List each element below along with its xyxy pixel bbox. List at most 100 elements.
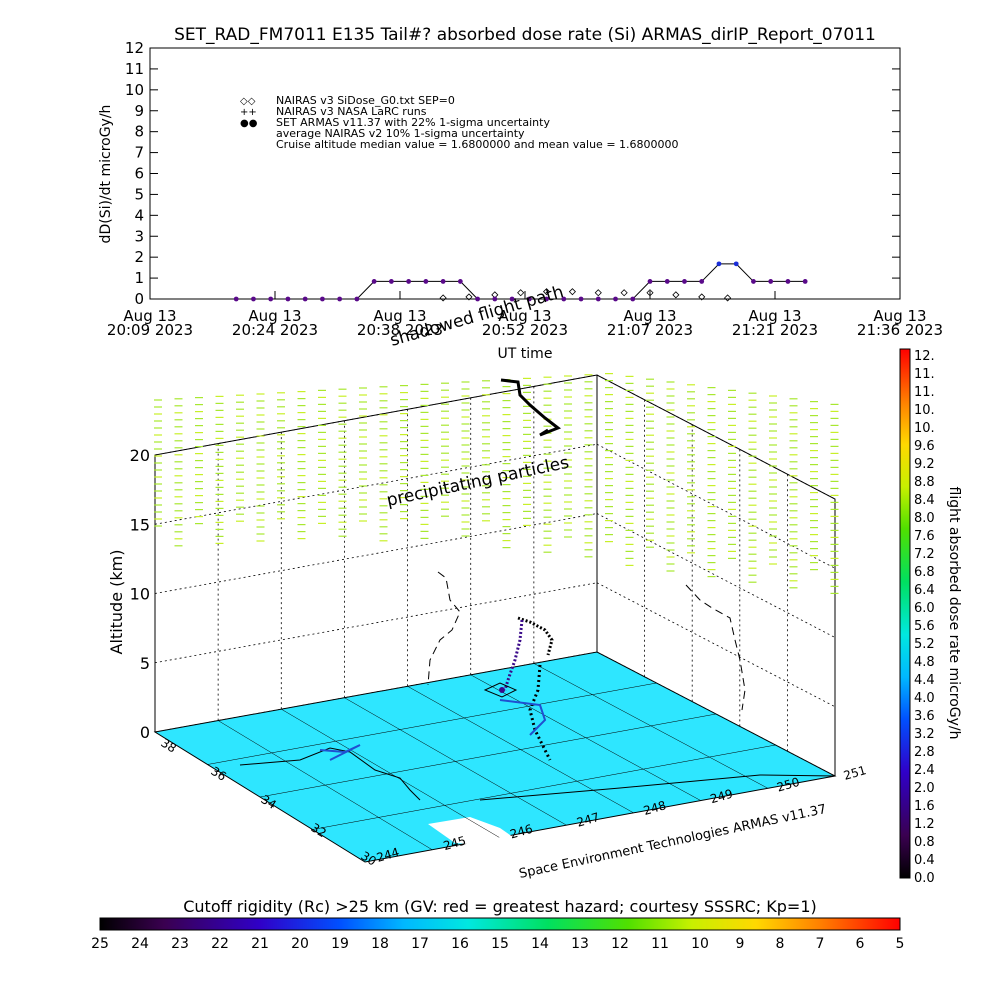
- bottom-colorbar-tick-label: 17: [411, 936, 429, 952]
- bottom-colorbar-tick-label: 23: [171, 936, 189, 952]
- top-x-tick-time: 21:21 2023: [732, 321, 818, 339]
- top-x-tick-time: 20:24 2023: [232, 321, 318, 339]
- altitude-tick-label: 20: [130, 446, 150, 465]
- flight-path-shadow: [528, 664, 552, 761]
- armas-point: [595, 296, 601, 302]
- right-colorbar-tick-label: 10.: [914, 403, 935, 418]
- armas-series-line: [236, 263, 806, 300]
- ground-grid: [207, 663, 776, 850]
- armas-point: [475, 296, 480, 302]
- armas-point: [802, 279, 808, 284]
- armas-point: [578, 296, 584, 302]
- latitude-tick-label: 36: [208, 764, 228, 784]
- right-colorbar-tick-label: 5.2: [914, 637, 935, 652]
- altitude-tick-label: 15: [130, 515, 150, 534]
- armas-point: [526, 296, 532, 302]
- top-x-tick-month: Aug 13: [748, 307, 801, 325]
- ground-grid-line: [312, 744, 776, 830]
- nairas-diamond: [517, 289, 525, 297]
- legend-entry: SET ARMAS v11.37 with 22% 1-sigma uncert…: [276, 116, 550, 129]
- bottom-colorbar-tick-label: 25: [91, 936, 109, 952]
- wall-grid-line: [596, 513, 836, 638]
- right-colorbar-tick-label: 9.2: [914, 457, 935, 472]
- right-colorbar-tick-label: 8.4: [914, 493, 935, 508]
- nairas-diamond: [620, 289, 628, 297]
- right-colorbar-tick-label: 3.2: [914, 727, 935, 742]
- legend-marker: ++: [240, 107, 257, 118]
- nairas-diamond: [568, 288, 576, 296]
- right-colorbar-tick-label: 1.6: [914, 799, 935, 814]
- right-colorbar-tick-label: 8.8: [914, 475, 935, 490]
- armas-point: [768, 279, 774, 284]
- top-x-tick-month: Aug 13: [123, 307, 176, 325]
- longitude-tick-label: 245: [442, 833, 468, 853]
- bottom-colorbar-tick-label: 11: [651, 936, 669, 952]
- top-x-tick-month: Aug 13: [373, 307, 426, 325]
- right-colorbar-tick-label: 5.6: [914, 619, 935, 634]
- ground-grid-line: [207, 682, 657, 765]
- longitude-tick-label: 251: [842, 763, 868, 783]
- airport-point: [499, 687, 505, 693]
- armas-point: [647, 279, 653, 284]
- legend-marker: ◇◇: [240, 96, 256, 107]
- nairas-diamond: [724, 294, 732, 302]
- longitude-tick-label: 244: [375, 845, 401, 865]
- top-x-tick-month: Aug 13: [498, 307, 551, 325]
- armas-point: [302, 296, 308, 302]
- legend-entry: NAIRAS v3 SiDose_G0.txt SEP=0: [276, 94, 455, 107]
- precipitating-particles-label: precipitating particles: [385, 453, 571, 511]
- top-y-tick-label: 10: [125, 81, 144, 99]
- right-colorbar-tick-label: 4.4: [914, 673, 935, 688]
- bottom-colorbar-tick-label: 21: [251, 936, 269, 952]
- precipitating-particle-marks: [154, 373, 839, 595]
- top-x-tick-month: Aug 13: [248, 307, 301, 325]
- top-x-tick-month: Aug 13: [873, 307, 926, 325]
- top-x-tick-time: 20:09 2023: [107, 321, 193, 339]
- longitude-tick-label: 246: [508, 822, 534, 842]
- top-x-tick-month: Aug 13: [623, 307, 676, 325]
- right-colorbar-tick-label: 10.: [914, 421, 935, 436]
- top-y-tick-label: 9: [134, 102, 144, 120]
- top-plot-frame: [149, 47, 901, 300]
- top-x-tick-time: 20:38 2023: [357, 321, 443, 339]
- bottom-colorbar-tick-label: 14: [531, 936, 549, 952]
- airport-marker: [483, 682, 518, 698]
- ground-dose-marks: [499, 699, 547, 736]
- top-y-tick-label: 1: [134, 269, 144, 287]
- bottom-colorbar-tick-label: 19: [331, 936, 349, 952]
- armas-point: [337, 296, 343, 302]
- top-legend: ◇◇ NAIRAS v3 SiDose_G0.txt SEP=0 ++ NAIRAS …: [240, 94, 679, 151]
- altitude-tick-label: 10: [130, 585, 150, 604]
- bottom-colorbar-gradient: [99, 917, 901, 931]
- armas-point: [630, 296, 636, 302]
- longitude-ticks: 244 245 246 247 248 249 250 251: [375, 763, 868, 865]
- right-colorbar-tick-label: 11.: [914, 385, 935, 400]
- armas-point: [716, 261, 722, 267]
- armas-point: [268, 296, 274, 302]
- legend-entry: average NAIRAS v2 10% 1-sigma uncertaint…: [276, 127, 525, 140]
- right-colorbar-tick-label: 12.: [914, 349, 935, 364]
- armas-point: [699, 279, 705, 284]
- legend-entry: Cruise altitude median value = 1.6800000…: [276, 138, 679, 151]
- flight-path-high: [500, 378, 562, 437]
- armas-point: [285, 296, 291, 302]
- top-y-tick-label: 7: [134, 144, 144, 162]
- bottom-colorbar-tick-label: 24: [131, 936, 149, 952]
- right-colorbar-tick-label: 9.6: [914, 439, 935, 454]
- right-colorbar-tick-label: 0.8: [914, 835, 935, 850]
- top-y-tick-label: 4: [134, 206, 144, 224]
- bottom-colorbar-tick-label: 6: [856, 936, 865, 952]
- latitude-ticks: 38 36 34 32 30: [158, 736, 378, 869]
- top-data-marks: [233, 261, 808, 302]
- right-colorbar-tick-label: 6.8: [914, 565, 935, 580]
- bottom-colorbar-tick-label: 16: [451, 936, 469, 952]
- altitude-tick-label: 5: [140, 654, 150, 673]
- altitude-axis-label: Altitude (km): [107, 550, 126, 655]
- right-colorbar: 12. 11. 11. 10. 10. 9.6 9.2 8.8 8.4 8.0 7.6 7.2 6.8 6…: [899, 348, 962, 886]
- armas-point: [406, 279, 412, 284]
- flight-path: [427, 378, 746, 761]
- wall-grid-line: [596, 443, 836, 569]
- right-colorbar-tick-label: 11.: [914, 367, 935, 382]
- top-x-axis-label: UT time: [498, 346, 553, 362]
- right-colorbar-tick-label: 6.0: [914, 601, 935, 616]
